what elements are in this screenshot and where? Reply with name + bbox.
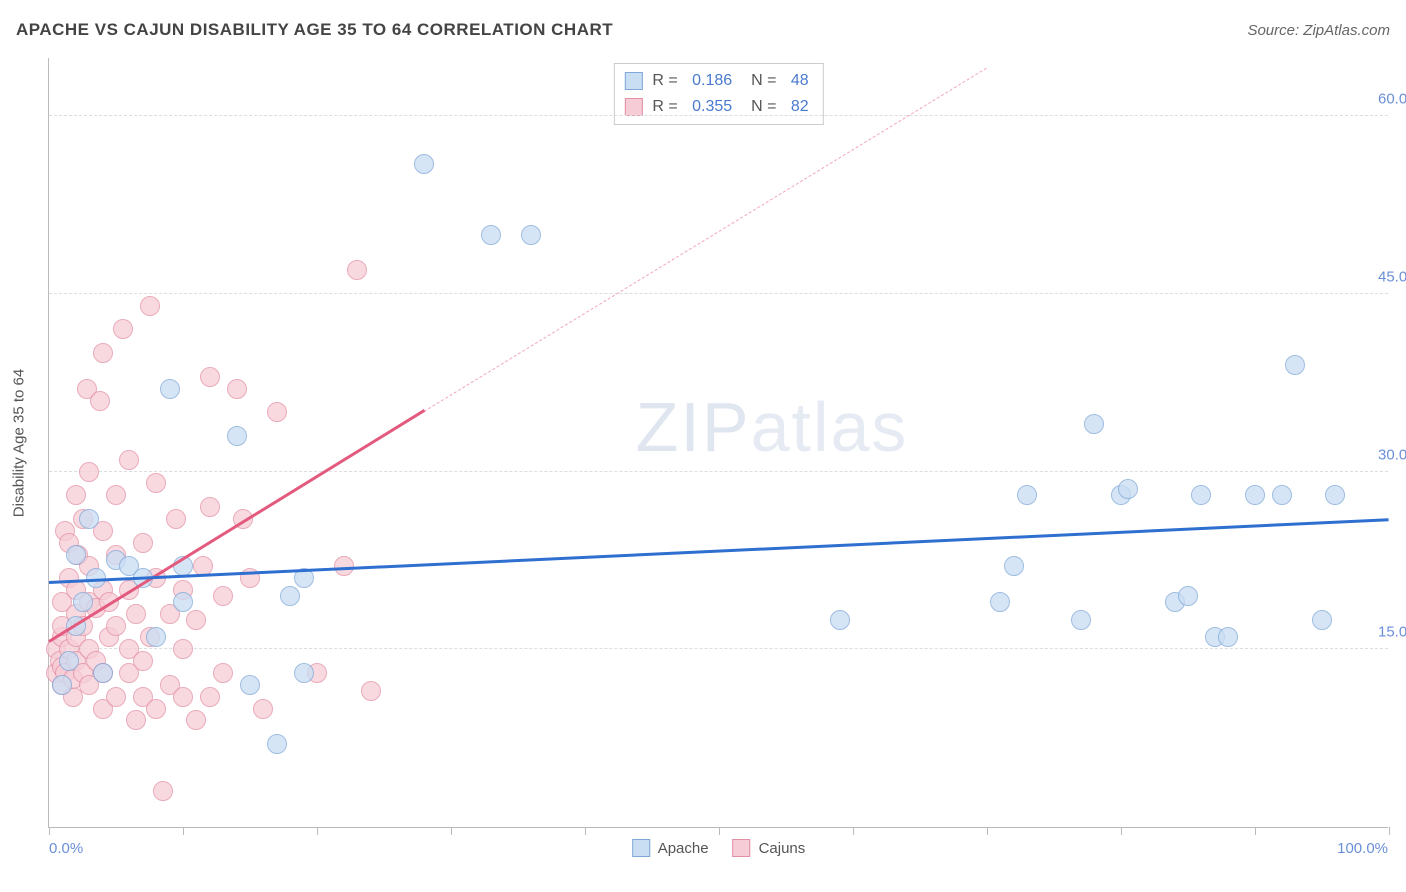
series-legend: Apache Cajuns xyxy=(632,839,806,857)
swatch-icon xyxy=(733,839,751,857)
data-point-cajuns xyxy=(146,473,166,493)
data-point-apache xyxy=(1325,485,1345,505)
data-point-apache xyxy=(990,592,1010,612)
data-point-cajuns xyxy=(227,379,247,399)
x-tick xyxy=(1389,827,1390,835)
data-point-apache xyxy=(830,610,850,630)
data-point-cajuns xyxy=(347,260,367,280)
x-tick xyxy=(49,827,50,835)
data-point-cajuns xyxy=(253,699,273,719)
data-point-cajuns xyxy=(361,681,381,701)
data-point-apache xyxy=(1178,586,1198,606)
y-tick-label: 60.0% xyxy=(1378,91,1406,108)
swatch-icon xyxy=(632,839,650,857)
data-point-cajuns xyxy=(106,485,126,505)
data-point-apache xyxy=(280,586,300,606)
y-axis-title: Disability Age 35 to 64 xyxy=(11,368,28,516)
x-tick xyxy=(987,827,988,835)
gridline xyxy=(49,471,1388,472)
trend-line xyxy=(49,518,1389,584)
chart-title: APACHE VS CAJUN DISABILITY AGE 35 TO 64 … xyxy=(16,20,613,40)
data-point-apache xyxy=(1084,414,1104,434)
data-point-cajuns xyxy=(126,710,146,730)
x-tick xyxy=(585,827,586,835)
gridline xyxy=(49,648,1388,649)
data-point-apache xyxy=(267,734,287,754)
data-point-apache xyxy=(1245,485,1265,505)
data-point-cajuns xyxy=(140,296,160,316)
data-point-apache xyxy=(173,592,193,612)
x-axis-max-label: 100.0% xyxy=(1337,840,1388,857)
data-point-apache xyxy=(1191,485,1211,505)
data-point-cajuns xyxy=(79,462,99,482)
data-point-cajuns xyxy=(66,485,86,505)
data-point-apache xyxy=(1285,355,1305,375)
y-tick-label: 45.0% xyxy=(1378,268,1406,285)
data-point-cajuns xyxy=(200,367,220,387)
data-point-apache xyxy=(1004,556,1024,576)
data-point-apache xyxy=(227,426,247,446)
data-point-cajuns xyxy=(200,497,220,517)
data-point-apache xyxy=(1218,627,1238,647)
data-point-cajuns xyxy=(267,402,287,422)
legend-item-apache: Apache xyxy=(632,839,709,857)
data-point-cajuns xyxy=(126,604,146,624)
data-point-apache xyxy=(79,509,99,529)
data-point-apache xyxy=(73,592,93,612)
legend-row-apache: R = 0.186 N = 48 xyxy=(624,68,808,94)
data-point-apache xyxy=(52,675,72,695)
data-point-cajuns xyxy=(186,710,206,730)
data-point-apache xyxy=(1071,610,1091,630)
data-point-cajuns xyxy=(119,450,139,470)
data-point-cajuns xyxy=(153,781,173,801)
x-tick xyxy=(183,827,184,835)
data-point-cajuns xyxy=(173,687,193,707)
data-point-cajuns xyxy=(106,687,126,707)
data-point-apache xyxy=(93,663,113,683)
data-point-cajuns xyxy=(213,663,233,683)
data-point-apache xyxy=(1017,485,1037,505)
x-tick xyxy=(719,827,720,835)
data-point-apache xyxy=(1272,485,1292,505)
x-tick xyxy=(853,827,854,835)
legend-item-cajuns: Cajuns xyxy=(733,839,806,857)
data-point-apache xyxy=(59,651,79,671)
data-point-cajuns xyxy=(133,651,153,671)
x-tick xyxy=(451,827,452,835)
data-point-apache xyxy=(1312,610,1332,630)
source-attribution: Source: ZipAtlas.com xyxy=(1247,22,1390,39)
data-point-cajuns xyxy=(166,509,186,529)
data-point-apache xyxy=(414,154,434,174)
data-point-apache xyxy=(1118,479,1138,499)
data-point-cajuns xyxy=(133,533,153,553)
x-tick xyxy=(1121,827,1122,835)
data-point-cajuns xyxy=(173,639,193,659)
watermark: ZIPatlas xyxy=(636,387,909,467)
gridline xyxy=(49,293,1388,294)
data-point-cajuns xyxy=(186,610,206,630)
data-point-cajuns xyxy=(90,391,110,411)
data-point-apache xyxy=(146,627,166,647)
data-point-apache xyxy=(481,225,501,245)
data-point-apache xyxy=(66,545,86,565)
gridline xyxy=(49,115,1388,116)
y-tick-label: 30.0% xyxy=(1378,446,1406,463)
x-tick xyxy=(317,827,318,835)
data-point-cajuns xyxy=(106,616,126,636)
data-point-cajuns xyxy=(113,319,133,339)
swatch-icon xyxy=(624,98,642,116)
x-tick xyxy=(1255,827,1256,835)
x-axis-min-label: 0.0% xyxy=(49,840,83,857)
data-point-cajuns xyxy=(213,586,233,606)
swatch-icon xyxy=(624,72,642,90)
data-point-cajuns xyxy=(93,343,113,363)
data-point-cajuns xyxy=(146,699,166,719)
data-point-apache xyxy=(521,225,541,245)
data-point-cajuns xyxy=(200,687,220,707)
data-point-apache xyxy=(294,663,314,683)
data-point-apache xyxy=(240,675,260,695)
scatter-plot: Disability Age 35 to 64 ZIPatlas R = 0.1… xyxy=(48,58,1388,828)
data-point-apache xyxy=(160,379,180,399)
y-tick-label: 15.0% xyxy=(1378,624,1406,641)
